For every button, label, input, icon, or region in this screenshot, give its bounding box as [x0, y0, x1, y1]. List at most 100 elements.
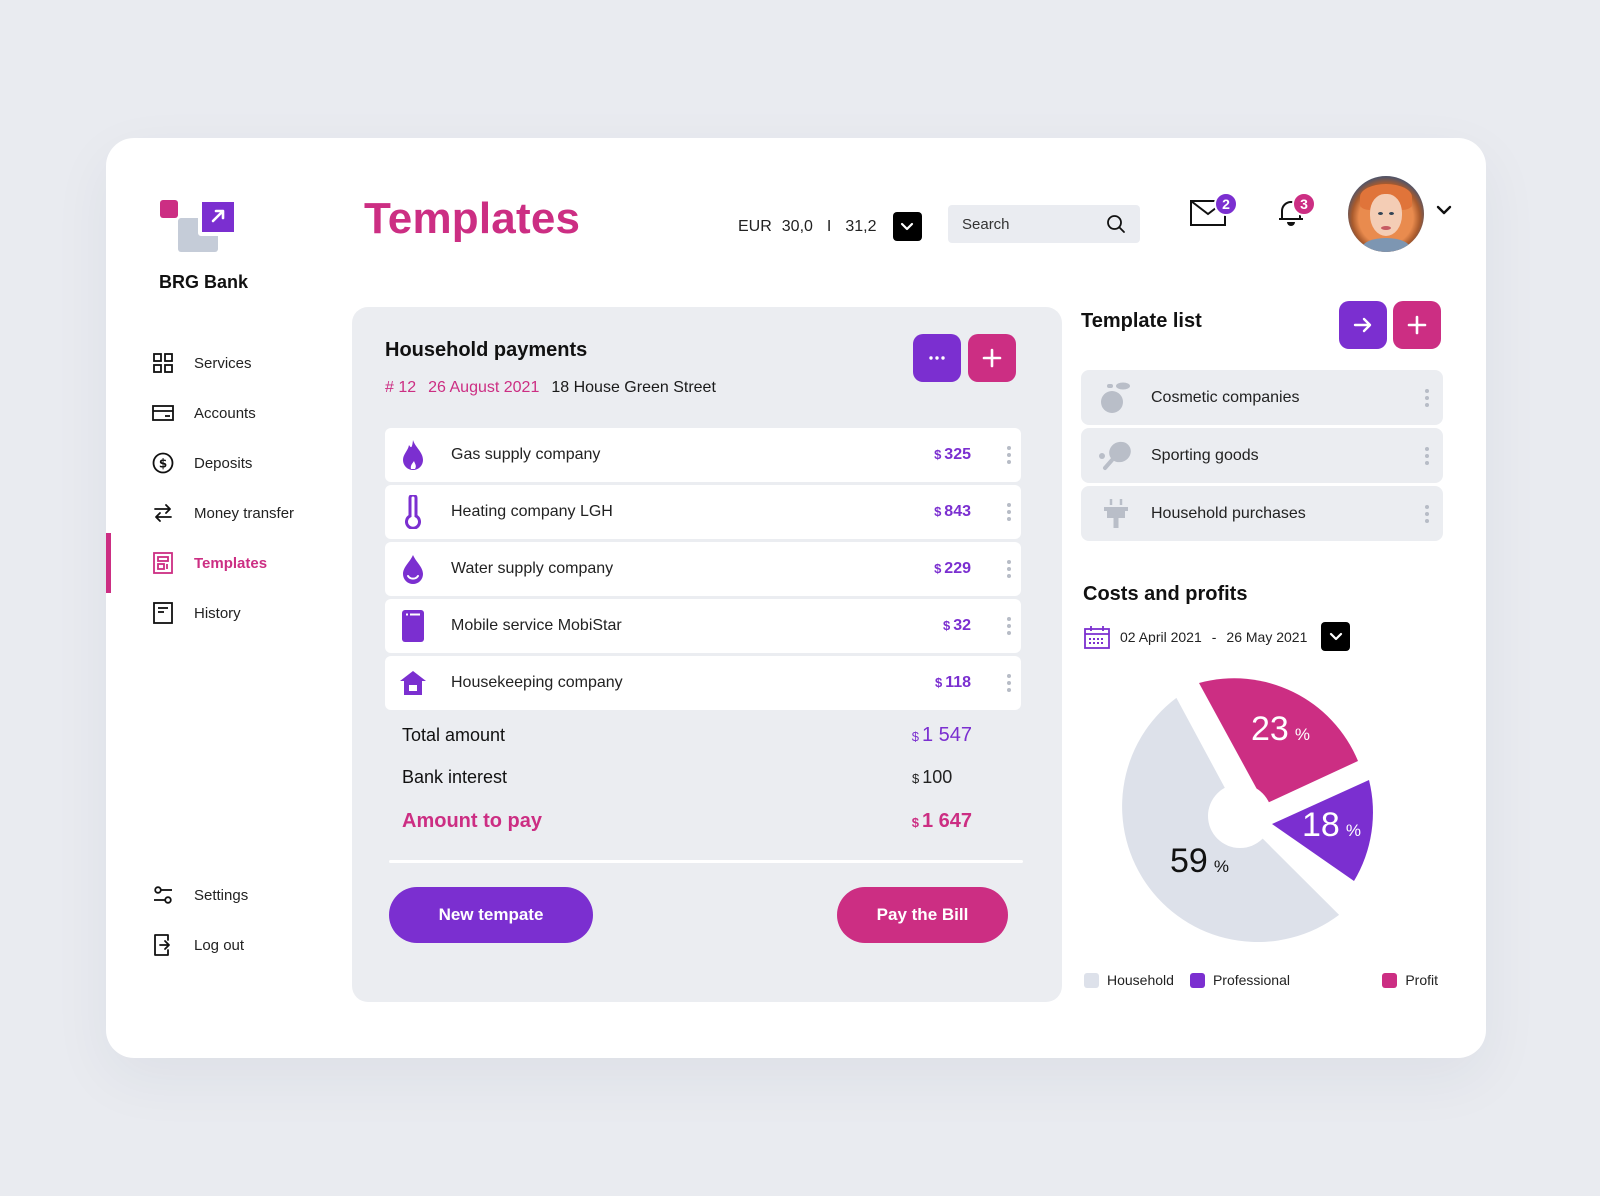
- notifications-badge: 3: [1292, 192, 1316, 216]
- card-icon: [152, 402, 174, 424]
- template-name: Household purchases: [1151, 504, 1306, 522]
- flame-icon: [385, 439, 441, 471]
- sidebar-item-money-transfer[interactable]: Money transfer: [106, 488, 326, 538]
- pay-bill-button[interactable]: Pay the Bill: [837, 887, 1008, 943]
- payment-row[interactable]: Mobile service MobiStar $32: [385, 599, 1021, 653]
- household-payments-panel: Household payments # 12 26 August 2021 1…: [352, 307, 1062, 1002]
- costs-profits-title: Costs and profits: [1083, 583, 1248, 605]
- payment-number: # 12: [385, 379, 417, 396]
- mobile-icon: [385, 610, 441, 642]
- logout-icon: [152, 934, 174, 956]
- payment-row[interactable]: Heating company LGH $843: [385, 485, 1021, 539]
- sidebar-item-label: History: [194, 604, 241, 622]
- sidebar-item-settings[interactable]: Settings: [106, 870, 326, 920]
- svg-text:$: $: [159, 457, 167, 471]
- messages-button[interactable]: 2: [1190, 192, 1238, 231]
- grid-icon: [152, 352, 174, 374]
- mail-badge: 2: [1214, 192, 1238, 216]
- legend-household: Household: [1084, 972, 1174, 988]
- exchange-rate: EUR 30,0 I 31,2: [738, 212, 922, 241]
- payment-amount: $325: [934, 446, 971, 463]
- search-input[interactable]: [962, 215, 1082, 233]
- notifications-button[interactable]: 3: [1278, 192, 1316, 233]
- payment-name: Gas supply company: [451, 446, 601, 463]
- perfume-icon: [1081, 382, 1151, 414]
- payment-row[interactable]: Gas supply company $325: [385, 428, 1021, 482]
- payment-totals: Total amount $1 547 Bank interest $100 A…: [402, 724, 972, 853]
- payment-amount: $32: [942, 617, 971, 634]
- payment-row[interactable]: Housekeeping company $118: [385, 656, 1021, 710]
- sidebar-bottom: Settings Log out: [106, 870, 326, 970]
- row-menu-icon[interactable]: [1007, 560, 1011, 578]
- row-menu-icon[interactable]: [1007, 617, 1011, 635]
- chart-legend: Household Professional Profit: [1084, 972, 1446, 988]
- plus-icon: [1407, 315, 1427, 335]
- pie-slice-profit[interactable]: [1199, 678, 1358, 804]
- template-menu-icon[interactable]: [1425, 504, 1429, 523]
- legend-professional: Professional: [1189, 972, 1290, 988]
- add-payment-button[interactable]: [968, 334, 1016, 382]
- search-icon[interactable]: [1106, 214, 1126, 234]
- template-name: Sporting goods: [1151, 446, 1259, 464]
- legend-swatch: [1382, 972, 1398, 988]
- payment-name: Housekeeping company: [451, 674, 623, 691]
- sidebar-item-label: Settings: [194, 886, 249, 904]
- sidebar-nav: Services Accounts $ Deposits Money trans…: [106, 338, 326, 638]
- template-menu-icon[interactable]: [1425, 446, 1429, 465]
- date-range-dropdown-button[interactable]: [1321, 622, 1351, 651]
- template-menu-icon[interactable]: [1425, 388, 1429, 407]
- sidebar-item-label: Money transfer: [194, 504, 295, 522]
- template-item[interactable]: Sporting goods: [1081, 428, 1443, 483]
- date-from: 02 April 2021: [1120, 628, 1202, 645]
- date-range-picker[interactable]: 02 April 2021 - 26 May 2021: [1084, 622, 1351, 651]
- new-template-button[interactable]: New tempate: [389, 887, 593, 943]
- amount-to-pay-label: Amount to pay: [402, 810, 542, 832]
- payment-name: Heating company LGH: [451, 503, 613, 520]
- payment-date: 26 August 2021: [428, 379, 540, 396]
- sidebar-item-label: Accounts: [194, 404, 256, 422]
- ping-pong-icon: [1081, 441, 1151, 471]
- ellipsis-icon: [929, 356, 945, 360]
- history-icon: [152, 602, 174, 624]
- payment-amount: $229: [934, 560, 971, 577]
- add-template-button[interactable]: [1393, 301, 1441, 349]
- brand-name: BRG Bank: [159, 272, 249, 292]
- sidebar-item-deposits[interactable]: $ Deposits: [106, 438, 326, 488]
- template-icon: [152, 552, 174, 574]
- template-item[interactable]: Household purchases: [1081, 486, 1443, 541]
- template-item[interactable]: Cosmetic companies: [1081, 370, 1443, 425]
- logo-pink-square: [160, 200, 178, 218]
- total-amount-value: $1 547: [911, 724, 972, 746]
- bank-interest-label: Bank interest: [402, 767, 508, 787]
- sidebar-item-label: Deposits: [194, 454, 253, 472]
- bank-interest-row: Bank interest $100: [402, 767, 972, 810]
- payment-name: Mobile service MobiStar: [451, 617, 622, 634]
- row-menu-icon[interactable]: [1007, 674, 1011, 692]
- search-box: [948, 205, 1140, 243]
- payment-name: Water supply company: [451, 560, 614, 577]
- sliders-icon: [152, 884, 174, 906]
- row-menu-icon[interactable]: [1007, 446, 1011, 464]
- bank-interest-value: $100: [912, 767, 953, 787]
- open-template-list-button[interactable]: [1339, 301, 1387, 349]
- rate-sell: 31,2: [845, 217, 877, 235]
- pie-center-hole: [1208, 784, 1272, 848]
- pie-slice-professional[interactable]: [1272, 780, 1373, 881]
- user-avatar[interactable]: [1348, 176, 1424, 252]
- sidebar-item-templates[interactable]: Templates: [106, 533, 326, 593]
- sidebar-item-services[interactable]: Services: [106, 338, 326, 388]
- row-menu-icon[interactable]: [1007, 503, 1011, 521]
- profile-menu-chevron-icon[interactable]: [1436, 204, 1452, 216]
- sidebar-item-label: Services: [194, 354, 252, 372]
- amount-to-pay-row: Amount to pay $1 647: [402, 810, 972, 853]
- more-options-button[interactable]: [913, 334, 961, 382]
- payment-row[interactable]: Water supply company $229: [385, 542, 1021, 596]
- date-to: 26 May 2021: [1226, 628, 1308, 645]
- payment-address: 18 House Green Street: [551, 379, 716, 396]
- sidebar-item-accounts[interactable]: Accounts: [106, 388, 326, 438]
- household-percent-label: 59%: [1170, 842, 1229, 880]
- sidebar-item-history[interactable]: History: [106, 588, 326, 638]
- currency-dropdown-button[interactable]: [892, 212, 922, 241]
- panel-title: Household payments: [385, 339, 588, 361]
- sidebar-item-logout[interactable]: Log out: [106, 920, 326, 970]
